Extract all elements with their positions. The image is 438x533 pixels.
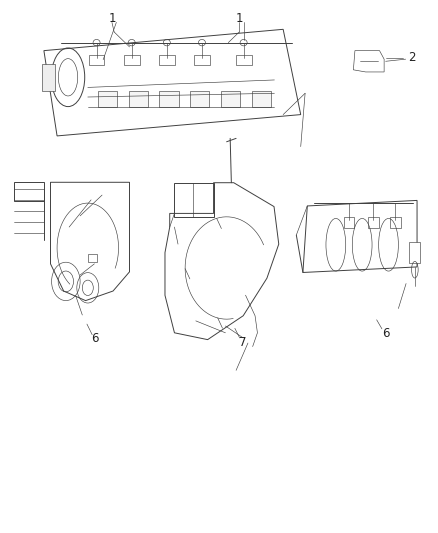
Bar: [343, 217, 354, 228]
Bar: [159, 55, 174, 65]
Bar: [194, 55, 209, 65]
Bar: [88, 254, 96, 262]
Text: 7: 7: [238, 336, 246, 349]
Text: 1: 1: [235, 12, 243, 25]
Bar: [159, 91, 178, 107]
Bar: [408, 242, 420, 263]
Text: 1: 1: [108, 12, 116, 25]
Bar: [389, 217, 400, 228]
Bar: [124, 55, 139, 65]
Bar: [88, 55, 104, 65]
Bar: [190, 91, 209, 107]
Bar: [42, 64, 55, 91]
Bar: [98, 91, 117, 107]
Bar: [367, 217, 378, 228]
Text: 6: 6: [90, 332, 98, 345]
Bar: [220, 91, 240, 107]
Bar: [235, 55, 251, 65]
Bar: [128, 91, 148, 107]
Bar: [251, 91, 270, 107]
Text: 6: 6: [381, 327, 389, 340]
Text: 2: 2: [407, 51, 415, 64]
